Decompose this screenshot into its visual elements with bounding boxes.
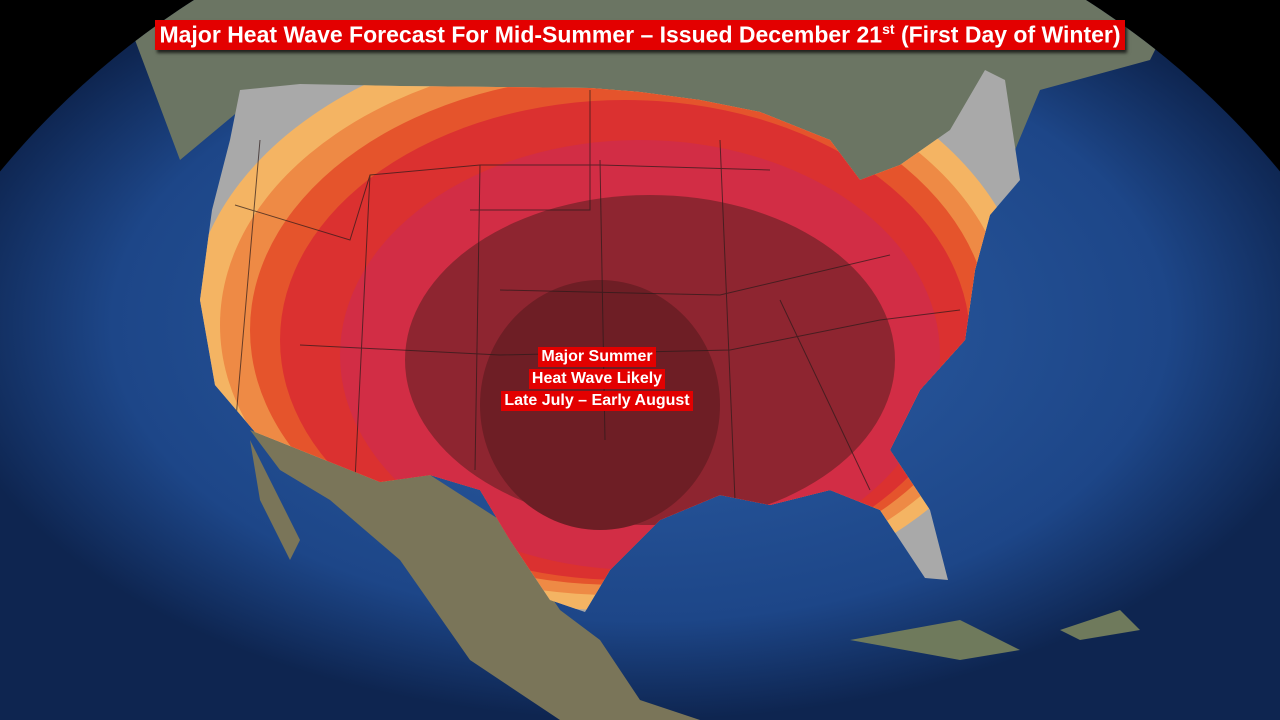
annotation-line: Late July – Early August bbox=[501, 391, 693, 411]
annotation-row: Major Summer bbox=[447, 347, 747, 367]
cuba bbox=[850, 620, 1020, 660]
title-text: (First Day of Winter) bbox=[900, 21, 1121, 48]
hispaniola bbox=[1060, 610, 1140, 640]
annotation-line: Heat Wave Likely bbox=[528, 369, 666, 389]
title-row: Major Heat Wave Forecast For Mid-Summer … bbox=[0, 20, 1280, 50]
title-superscript: st bbox=[882, 21, 895, 37]
annotation-row: Late July – Early August bbox=[447, 391, 747, 411]
baja bbox=[250, 440, 300, 560]
annotation: Major Summer Heat Wave Likely Late July … bbox=[447, 347, 747, 413]
title-text: Major Heat Wave Forecast For Mid-Summer … bbox=[159, 21, 883, 48]
title: Major Heat Wave Forecast For Mid-Summer … bbox=[155, 20, 1125, 50]
annotation-row: Heat Wave Likely bbox=[447, 369, 747, 389]
mexico bbox=[250, 430, 700, 720]
annotation-line: Major Summer bbox=[538, 347, 656, 367]
